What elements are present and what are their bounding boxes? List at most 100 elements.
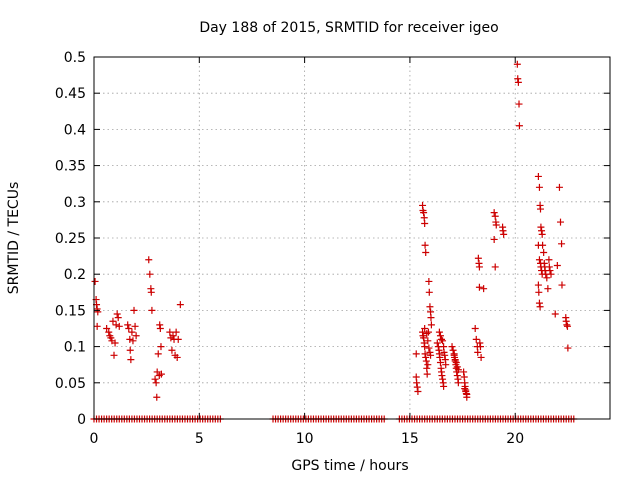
data-point bbox=[539, 241, 547, 249]
data-point bbox=[538, 230, 546, 238]
data-point bbox=[422, 248, 430, 256]
data-point bbox=[492, 221, 500, 229]
data-point bbox=[421, 343, 429, 351]
data-point bbox=[439, 337, 447, 345]
data-point bbox=[491, 263, 499, 271]
chart-title: Day 188 of 2015, SRMTID for receiver ige… bbox=[199, 20, 498, 36]
data-point bbox=[112, 321, 120, 329]
data-point bbox=[563, 322, 571, 330]
data-point bbox=[94, 308, 102, 316]
x-axis-ticks: 0 5 10 15 20 bbox=[90, 57, 524, 447]
data-point bbox=[452, 359, 460, 367]
data-point bbox=[131, 322, 139, 330]
data-point bbox=[460, 368, 468, 376]
data-point bbox=[535, 299, 543, 307]
data-point bbox=[477, 353, 485, 361]
data-point bbox=[111, 339, 119, 347]
data-point bbox=[105, 328, 113, 336]
data-point bbox=[442, 361, 450, 369]
data-point bbox=[129, 337, 137, 345]
data-point bbox=[421, 220, 429, 228]
data-point bbox=[157, 343, 165, 351]
y-axis-ticks: 0 0.05 0.1 0.15 0.2 0.25 0.3 0.35 0.4 0.45 0.5 bbox=[55, 50, 610, 428]
data-point bbox=[424, 361, 432, 369]
data-point bbox=[546, 267, 554, 275]
data-point bbox=[476, 339, 484, 347]
data-point bbox=[545, 256, 553, 264]
data-point bbox=[463, 390, 471, 398]
data-point bbox=[420, 334, 428, 342]
data-point bbox=[450, 351, 458, 359]
data-point bbox=[544, 285, 552, 293]
data-point bbox=[174, 335, 182, 343]
x-tick-label: 20 bbox=[506, 431, 524, 447]
data-point bbox=[154, 350, 162, 358]
data-point bbox=[454, 366, 462, 374]
data-point bbox=[173, 353, 181, 361]
data-point bbox=[153, 393, 161, 401]
data-point bbox=[545, 263, 553, 271]
data-point bbox=[435, 328, 443, 336]
y-tick-label: 0.3 bbox=[64, 195, 86, 211]
data-point bbox=[535, 256, 543, 264]
data-point bbox=[553, 262, 561, 270]
data-point bbox=[156, 321, 164, 329]
x-tick-label: 15 bbox=[401, 431, 419, 447]
data-point bbox=[448, 343, 456, 351]
data-point bbox=[169, 332, 177, 340]
data-point bbox=[535, 183, 543, 191]
data-point bbox=[153, 368, 161, 376]
data-point bbox=[127, 356, 135, 364]
data-point bbox=[490, 209, 498, 217]
data-point bbox=[555, 183, 563, 191]
data-point bbox=[427, 321, 435, 329]
y-tick-label: 0.4 bbox=[64, 122, 86, 138]
data-point bbox=[421, 350, 429, 358]
data-point bbox=[476, 343, 484, 351]
data-point bbox=[499, 227, 507, 235]
data-point bbox=[412, 350, 420, 358]
data-point bbox=[558, 240, 566, 248]
data-points bbox=[90, 60, 578, 423]
data-point bbox=[471, 325, 479, 332]
data-point bbox=[543, 274, 551, 282]
data-point bbox=[475, 263, 483, 271]
data-point bbox=[438, 335, 446, 343]
data-point bbox=[534, 172, 542, 180]
data-point bbox=[147, 288, 155, 296]
data-point bbox=[562, 317, 570, 325]
x-tick-label: 10 bbox=[296, 431, 314, 447]
data-point bbox=[427, 351, 435, 359]
data-point bbox=[413, 379, 421, 387]
data-point bbox=[490, 235, 498, 243]
y-tick-label: 0.25 bbox=[55, 231, 86, 247]
y-tick-label: 0.35 bbox=[55, 159, 86, 175]
data-point bbox=[534, 281, 542, 289]
data-point bbox=[172, 328, 180, 336]
data-point bbox=[422, 357, 430, 365]
data-point bbox=[425, 277, 433, 285]
y-tick-label: 0.05 bbox=[55, 376, 86, 392]
data-point bbox=[475, 283, 483, 291]
data-point bbox=[433, 339, 441, 347]
data-point bbox=[472, 335, 480, 343]
data-point bbox=[420, 209, 428, 217]
grid-lines bbox=[94, 57, 610, 419]
data-point bbox=[115, 322, 123, 330]
data-point bbox=[547, 270, 555, 278]
data-point bbox=[563, 321, 571, 329]
data-point bbox=[514, 78, 522, 86]
data-point bbox=[514, 75, 522, 83]
data-point bbox=[148, 306, 156, 314]
data-point bbox=[130, 306, 138, 314]
data-point bbox=[424, 337, 432, 345]
y-tick-label: 0.15 bbox=[55, 303, 86, 319]
data-point bbox=[110, 351, 118, 359]
data-point bbox=[438, 372, 446, 380]
y-axis-label: SRMTID / TECUs bbox=[6, 182, 22, 295]
data-point bbox=[436, 359, 444, 367]
data-point bbox=[427, 314, 435, 322]
data-point bbox=[480, 285, 488, 293]
data-point bbox=[440, 382, 448, 390]
